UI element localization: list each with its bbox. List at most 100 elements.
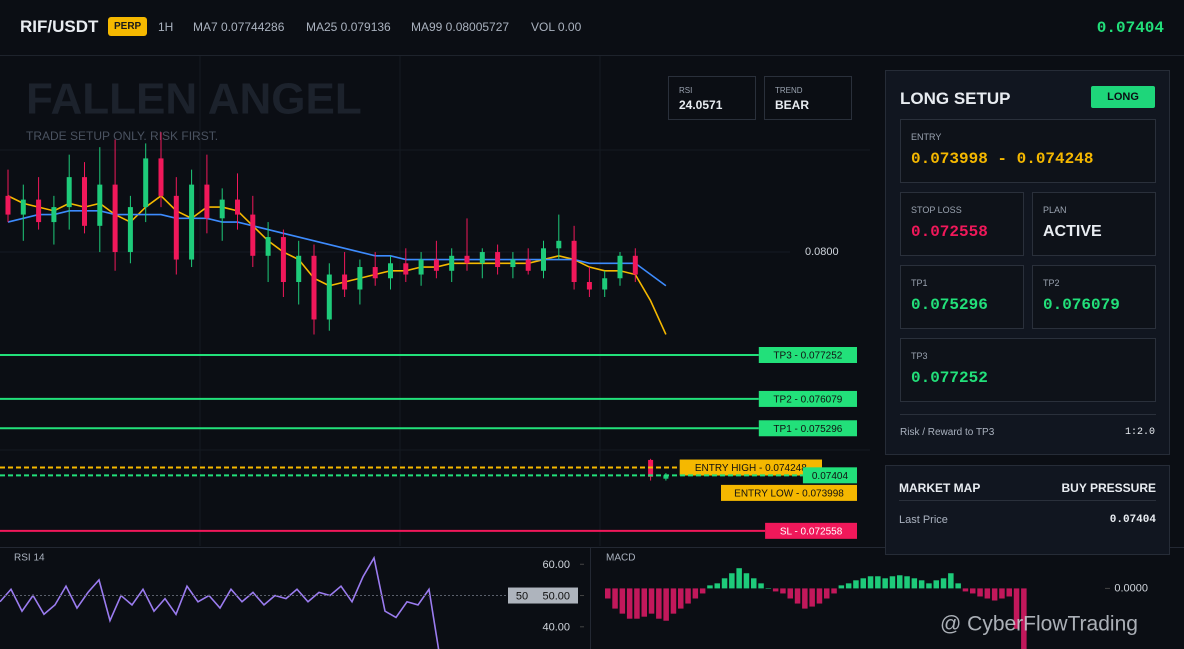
macd-bar [612, 588, 618, 609]
macd-bar [955, 583, 961, 589]
candle-body [204, 184, 210, 219]
market-title: MARKET MAP [899, 481, 981, 495]
candle-body [617, 255, 623, 279]
candle-body [127, 207, 133, 253]
macd-bar [787, 588, 793, 599]
rsi-tick-label: 50.00 [542, 590, 570, 602]
value: BEAR [775, 98, 810, 112]
tp2-card: TP2 0.076079 [1032, 265, 1156, 329]
macd-title: MACD [606, 553, 635, 564]
direction-badge: LONG [1091, 86, 1155, 108]
candle-body [510, 259, 516, 268]
candle-body [479, 252, 485, 264]
macd-bar [634, 588, 640, 619]
macd-bar [816, 588, 823, 604]
macd-bar [685, 588, 691, 604]
value: 0.076079 [1043, 296, 1120, 314]
candle-body [571, 240, 577, 283]
trend-stat: TREND BEAR [764, 76, 852, 120]
candle-body [20, 199, 26, 215]
candle-body [372, 267, 378, 279]
tp3-card: TP3 0.077252 [900, 338, 1156, 402]
watermark-title: FALLEN ANGEL [26, 75, 362, 124]
interval[interactable]: 1H [158, 20, 174, 34]
ma7: MA7 0.07744286 [193, 20, 285, 34]
macd-bar [984, 588, 991, 599]
rr-label: Risk / Reward to TP3 [900, 427, 995, 438]
macd-bar [962, 588, 969, 592]
macd-bar [692, 588, 699, 599]
macd-bar [663, 588, 669, 621]
macd-bar [794, 588, 801, 604]
last-value: 0.07404 [1109, 514, 1156, 526]
macd-bar [802, 588, 808, 609]
label: TP3 [911, 351, 928, 361]
rr-value: 1:2.0 [1124, 427, 1155, 438]
level-tag [721, 484, 857, 501]
macd-bar [751, 578, 757, 589]
macd-bar [1013, 588, 1020, 629]
rsi-tick-label: 40.00 [542, 622, 570, 634]
setup-title: LONG SETUP [900, 89, 1011, 108]
macd-bar [707, 585, 713, 589]
macd-bar [1021, 588, 1027, 649]
candle-body [296, 255, 302, 283]
macd-bar [853, 580, 859, 589]
symbol: RIF/USDT [20, 17, 99, 36]
macd-bar [897, 575, 903, 589]
level-label: 0.07404 [812, 471, 849, 482]
level-label: SL - 0.072558 [780, 526, 843, 537]
market-status: BUY PRESSURE [1061, 481, 1156, 495]
level-tag [758, 346, 857, 363]
ma25: MA25 0.079136 [306, 20, 391, 34]
macd-bar [940, 578, 947, 589]
macd-bar [699, 588, 706, 594]
macd-bar [641, 588, 647, 617]
macd-bar [889, 576, 896, 589]
candle-body [219, 199, 225, 219]
candle-body [403, 263, 409, 275]
macd-bar [991, 588, 998, 601]
label: RSI [679, 86, 693, 95]
macd-bar [882, 578, 888, 589]
candle-body [586, 282, 592, 290]
macd-bar [999, 588, 1005, 599]
macd-bar [926, 583, 932, 589]
rsi-line [0, 555, 440, 649]
macd-bar [875, 576, 881, 589]
candle-body [112, 184, 118, 253]
level-label: ENTRY LOW - 0.073998 [734, 489, 844, 500]
macd-bar [948, 573, 954, 589]
level-tag [765, 522, 857, 539]
candle-body [189, 184, 195, 260]
macd-bar [619, 588, 626, 614]
macd-bar [743, 573, 750, 589]
candle-body [418, 259, 424, 275]
divider [899, 500, 1156, 501]
candle-body [433, 259, 439, 271]
price-tick-label: 0.0800 [805, 246, 839, 258]
tp1-card: TP1 0.075296 [900, 265, 1024, 329]
label: STOP LOSS [911, 205, 962, 215]
candle-body [663, 475, 669, 479]
candle-body [449, 255, 455, 271]
macd-bar [809, 588, 815, 607]
macd-bar [838, 585, 845, 589]
ma99: MA99 0.08005727 [411, 20, 510, 34]
macd-tick-label: 0.0000 [1114, 582, 1148, 594]
candle-body [495, 252, 501, 268]
candle-body [143, 158, 149, 208]
level-label: TP3 - 0.077252 [773, 351, 842, 362]
level-tag [802, 467, 857, 484]
value: 0.072558 [911, 223, 988, 241]
level-label: TP2 - 0.076079 [773, 395, 842, 406]
rsi-title: RSI 14 [14, 553, 45, 564]
value: 0.073998 - 0.074248 [911, 150, 1094, 168]
market-panel: MARKET MAP BUY PRESSURE Last Price 0.074… [885, 465, 1170, 555]
macd-bar [605, 588, 611, 599]
macd-bar [1006, 588, 1012, 597]
label: TREND [775, 86, 803, 95]
entry-card: ENTRY 0.073998 - 0.074248 [900, 119, 1156, 183]
